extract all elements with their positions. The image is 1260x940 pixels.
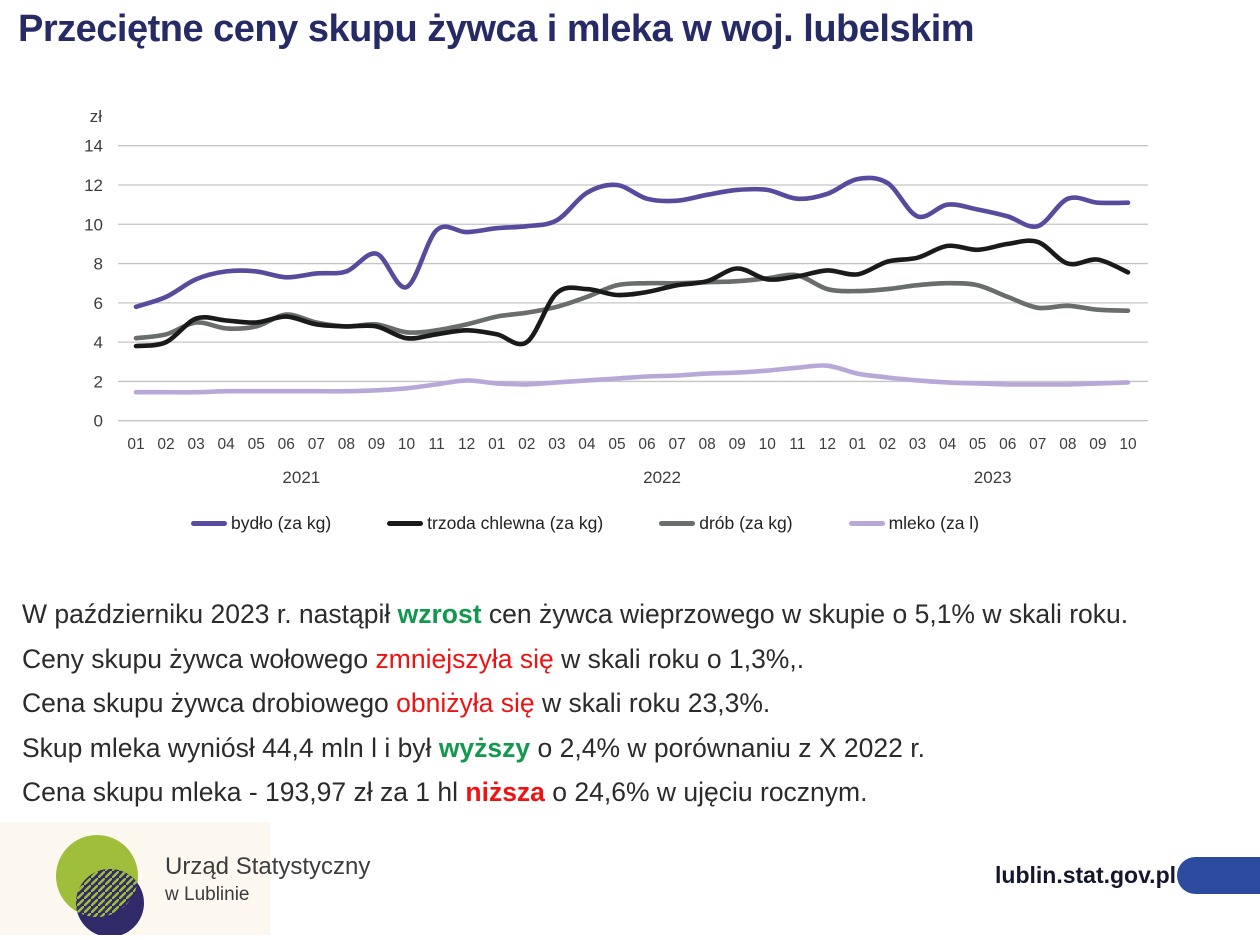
- year-label: 2023: [974, 468, 1012, 487]
- commentary-highlight: wyższy: [438, 732, 531, 763]
- org-name: Urząd Statystyczny w Lublinie: [165, 853, 370, 906]
- commentary-line: Cena skupu mleka - 193,97 zł za 1 hl niż…: [22, 770, 1252, 815]
- y-tick-label: 14: [84, 137, 103, 156]
- x-tick-label: 12: [819, 436, 836, 453]
- series-line-mleko: [133, 363, 1131, 395]
- commentary-highlight: niższa: [465, 777, 545, 807]
- y-tick-label: 4: [94, 333, 103, 352]
- x-tick-label: 04: [939, 436, 957, 453]
- legend-label: trzoda chlewna (za kg): [427, 513, 604, 533]
- x-tick-label: 11: [429, 436, 445, 453]
- x-tick-label: 09: [368, 436, 385, 453]
- commentary-text: Cena skupu żywca drobiowego: [22, 688, 397, 718]
- x-tick-label: 06: [638, 436, 655, 453]
- x-tick-label: 02: [518, 436, 535, 453]
- commentary-text: cen żywca wieprzowego w skupie o 5,1% w …: [481, 599, 1129, 629]
- x-tick-label: 03: [909, 436, 926, 453]
- commentary-highlight: obniżyła się: [396, 688, 535, 718]
- y-tick-label: 6: [94, 294, 103, 313]
- commentary-text: Cena skupu mleka - 193,97 zł za 1 hl: [22, 777, 466, 807]
- commentary-text: o 24,6% w ujęciu rocznym.: [544, 777, 868, 807]
- price-chart: zł 0 2 4 6 8 10 12 14 01 02 03 04 05 06 07 08 09 10 11 12 01 0…: [0, 0, 1170, 505]
- series-line-trzoda: [133, 238, 1131, 349]
- commentary-text: o 2,4% w porównaniu z X 2022 r.: [530, 732, 925, 763]
- legend-item: trzoda chlewna (za kg): [387, 513, 603, 534]
- y-tick-label: 8: [94, 255, 103, 274]
- x-tick-label: 01: [849, 436, 866, 453]
- commentary-text: W październiku 2023 r. nastąpił: [22, 599, 398, 629]
- commentary-line: W październiku 2023 r. nastąpił wzrost c…: [22, 592, 1252, 637]
- x-tick-label: 05: [608, 436, 625, 453]
- commentary-text: Ceny skupu żywca wołowego: [22, 643, 376, 674]
- x-tick-label: 04: [218, 436, 236, 453]
- legend-label: mleko (za l): [888, 513, 980, 533]
- x-tick-label: 08: [1059, 436, 1076, 453]
- commentary-line: Ceny skupu żywca wołowego zmniejszyła si…: [22, 637, 1252, 682]
- x-tick-label: 08: [699, 436, 716, 453]
- footer-pill-decoration: [1177, 857, 1260, 894]
- commentary-block: W październiku 2023 r. nastąpił wzrost c…: [22, 592, 1252, 815]
- x-tick-label: 10: [759, 436, 777, 453]
- year-label: 2022: [643, 468, 681, 487]
- page-title: Przeciętne ceny skupu żywca i mleka w wo…: [18, 8, 975, 50]
- commentary-highlight: wzrost: [397, 599, 482, 629]
- legend-swatch: [190, 521, 227, 526]
- x-tick-label: 09: [1089, 436, 1106, 453]
- x-tick-label: 12: [458, 436, 475, 453]
- site-url[interactable]: lublin.stat.gov.pl: [995, 862, 1177, 888]
- statistical-office-logo-icon: [56, 835, 144, 937]
- year-label: 2021: [282, 468, 320, 487]
- x-tick-label: 05: [969, 436, 986, 453]
- series-line-drób: [133, 272, 1131, 341]
- commentary-line: Skup mleka wyniósł 44,4 mln l i był wyżs…: [22, 726, 1252, 771]
- x-tick-label: 07: [1029, 436, 1046, 453]
- x-tick-label: 10: [1119, 436, 1137, 453]
- y-tick-label: 2: [94, 372, 103, 391]
- legend-swatch: [659, 521, 696, 526]
- y-tick-label: 12: [84, 176, 103, 195]
- x-tick-label: 08: [338, 436, 355, 453]
- x-tick-label: 07: [668, 436, 685, 453]
- x-tick-label: 11: [789, 436, 805, 453]
- commentary-text: w skali roku 23,3%.: [534, 688, 771, 718]
- org-name-line1: Urząd Statystyczny: [165, 853, 371, 880]
- logo-block: [0, 822, 270, 937]
- y-tick-label: 0: [94, 412, 103, 431]
- commentary-line: Cena skupu żywca drobiowego obniżyła się…: [22, 681, 1252, 726]
- x-tick-label: 06: [278, 436, 295, 453]
- series-line-bydło: [133, 175, 1131, 310]
- legend-item: bydło (za kg): [190, 513, 332, 534]
- x-tick-label: 09: [729, 436, 746, 453]
- x-tick-label: 07: [308, 436, 325, 453]
- x-tick-label: 02: [157, 436, 174, 453]
- x-tick-label: 03: [187, 436, 204, 453]
- commentary-text: Skup mleka wyniósł 44,4 mln l i był: [22, 732, 439, 763]
- commentary-highlight: zmniejszyła się: [375, 643, 554, 674]
- x-tick-label: 01: [127, 436, 144, 453]
- chart-legend: bydło (za kg) trzoda chlewna (za kg) drób …: [0, 513, 1170, 534]
- legend-label: bydło (za kg): [230, 513, 332, 533]
- legend-label: drób (za kg): [699, 513, 793, 533]
- x-tick-label: 10: [398, 436, 416, 453]
- legend-item: mleko (za l): [848, 513, 980, 534]
- legend-item: drób (za kg): [659, 513, 793, 534]
- org-name-line2: w Lublinie: [165, 884, 250, 905]
- y-tick-label: 10: [84, 215, 103, 234]
- legend-swatch: [387, 521, 424, 526]
- legend-swatch: [848, 521, 885, 526]
- y-axis-unit: zł: [90, 107, 103, 126]
- x-tick-label: 02: [879, 436, 896, 453]
- x-tick-label: 01: [488, 436, 505, 453]
- x-tick-label: 06: [999, 436, 1016, 453]
- commentary-text: w skali roku o 1,3%,.: [553, 643, 805, 674]
- x-tick-label: 04: [578, 436, 596, 453]
- x-tick-label: 03: [548, 436, 565, 453]
- x-tick-label: 05: [248, 436, 265, 453]
